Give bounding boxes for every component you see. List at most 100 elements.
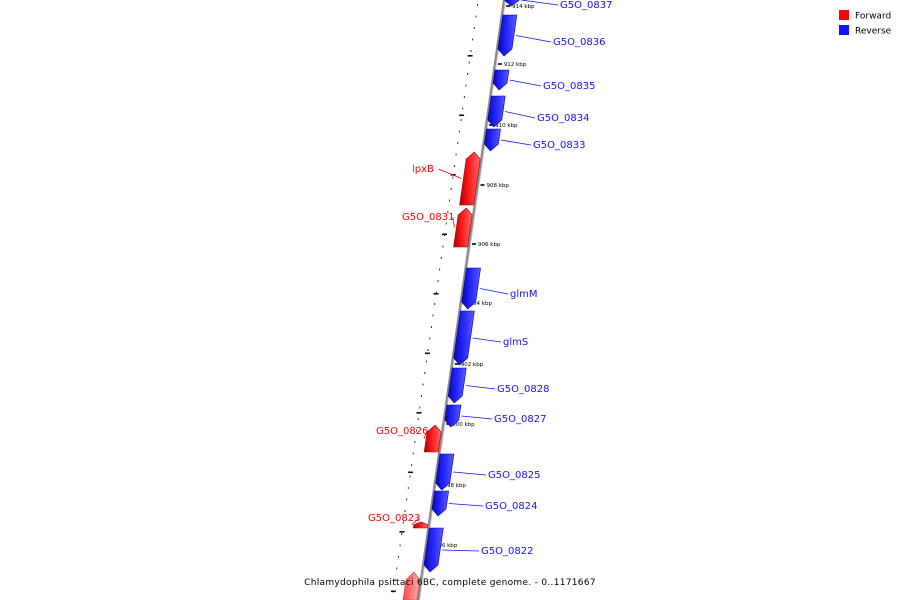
axis-dot — [419, 406, 421, 409]
legend-swatch-reverse — [839, 25, 849, 35]
gene-label-g5o_0827[interactable]: G5O_0827 — [494, 414, 546, 425]
axis-dot — [412, 452, 414, 455]
gene-label-g5o_0831[interactable]: G5O_0831 — [402, 212, 454, 223]
axis-dot — [432, 314, 434, 317]
backbone-line — [416, 0, 506, 600]
tick-label: 912 kbp — [504, 62, 527, 68]
axis-dot — [475, 15, 477, 18]
gene-label-glmm[interactable]: glmM — [510, 289, 538, 300]
gene-arrow-glms[interactable] — [453, 310, 475, 366]
axis-dot — [455, 153, 457, 156]
gene-label-g5o_0834[interactable]: G5O_0834 — [537, 113, 589, 124]
gene-label-g5o_0836[interactable]: G5O_0836 — [553, 37, 605, 48]
axis-dot — [477, 4, 479, 6]
axis-dash — [390, 590, 396, 593]
gene-label-g5o_0823[interactable]: G5O_0823 — [368, 513, 420, 524]
axis-dot — [409, 475, 411, 478]
axis-dot — [430, 326, 432, 328]
axis-dot — [450, 188, 452, 190]
axis-dot — [463, 96, 465, 98]
gene-arrow-g5o_0836[interactable] — [497, 14, 518, 57]
axis-dot — [470, 50, 472, 52]
axis-dot — [452, 176, 454, 179]
tick-marks: 914 kbp 912 kbp 910 kbp 908 kbp 906 kbp 904 k… — [428, 4, 535, 549]
gene-connector — [461, 415, 493, 420]
gene-arrow-g5o_0833[interactable] — [484, 128, 501, 152]
gene-arrow-g5o_0825[interactable] — [435, 453, 455, 491]
gene-connector — [423, 430, 428, 439]
gene-label-g5o_0826[interactable]: G5O_0826 — [376, 426, 428, 437]
gene-connector — [442, 549, 480, 552]
gene-label-g5o_0837[interactable]: G5O_0837 — [560, 0, 612, 11]
axis-dot — [457, 142, 459, 144]
gene-arrow-g5o_0827[interactable] — [444, 404, 462, 428]
axis-dot — [445, 222, 447, 225]
tick-mark — [472, 243, 477, 245]
legend-swatch-forward — [839, 10, 849, 20]
gene-label-g5o_0825[interactable]: G5O_0825 — [488, 470, 540, 481]
tick-label: 900 kbp — [452, 422, 475, 428]
gene-label-g5o_0833[interactable]: G5O_0833 — [533, 140, 585, 151]
legend: Forward Reverse — [839, 10, 892, 37]
axis-dash — [407, 471, 413, 474]
axis-dot — [437, 280, 439, 282]
tick-mark — [489, 124, 494, 126]
gene-connector — [472, 337, 502, 343]
axis-dot — [449, 199, 451, 202]
axis-dot — [468, 61, 470, 64]
axis-dot — [425, 360, 427, 363]
gene-label-g5o_0828[interactable]: G5O_0828 — [497, 384, 549, 395]
gene-label-glms[interactable]: glmS — [503, 337, 528, 348]
tick-label: 904 kbp — [470, 301, 493, 307]
gene-arrow-g5o_0824[interactable] — [431, 490, 449, 517]
axis-dot — [439, 268, 441, 271]
legend-label-reverse: Reverse — [855, 27, 892, 37]
axis-dot — [473, 27, 475, 29]
axis-dash — [459, 114, 465, 117]
axis-dash — [399, 531, 405, 533]
gene-arrow-glmm[interactable] — [461, 267, 481, 310]
gene-connector — [438, 168, 462, 179]
gene-arrow-g5o_0837[interactable] — [504, 0, 520, 7]
gene-arrow-g5o_0823[interactable] — [412, 521, 429, 529]
gene-connector — [465, 385, 496, 390]
gene-arrow-lpxb[interactable] — [459, 151, 481, 206]
tick-label: 908 kbp — [486, 183, 509, 189]
gene-arrow-g5o_0822[interactable] — [423, 527, 444, 573]
axis-dot — [440, 257, 442, 259]
tick-label: 906 kbp — [478, 242, 501, 248]
tick-label: 898 kbp — [443, 483, 466, 489]
gene-label-g5o_0822[interactable]: G5O_0822 — [481, 546, 533, 557]
tick-label: 914 kbp — [512, 4, 535, 10]
gene-arrow-partial[interactable] — [402, 571, 421, 600]
axis-dash — [424, 352, 430, 355]
axis-dash — [442, 233, 448, 236]
axis-dot — [467, 73, 469, 75]
axis-dot — [406, 498, 408, 501]
axis-dot — [420, 395, 422, 397]
axis-dot — [472, 38, 474, 41]
gene-arrow-g5o_0826[interactable] — [423, 424, 442, 453]
axis-dot — [394, 579, 396, 581]
axis-dot — [397, 556, 399, 558]
gene-connector — [504, 111, 536, 119]
axis-dot — [401, 533, 403, 535]
gene-label-lpxb[interactable]: lpxB — [412, 164, 434, 175]
gene-arrow-g5o_0835[interactable] — [492, 69, 510, 91]
gene-connector — [515, 35, 552, 43]
axis-dot — [402, 521, 404, 524]
gene-label-g5o_0835[interactable]: G5O_0835 — [543, 81, 595, 92]
gene-arrow-g5o_0834[interactable] — [487, 95, 506, 128]
axis-dot — [442, 245, 444, 248]
axis-dot — [414, 441, 416, 443]
gene-label-g5o_0824[interactable]: G5O_0824 — [485, 501, 537, 512]
gene-labels: G5O_0837 G5O_0836 G5O_0835 G5O_0834 G5O_0833… — [368, 0, 612, 557]
tick-label: 902 kbp — [461, 362, 484, 368]
gene-arrow-g5o_0828[interactable] — [447, 367, 467, 404]
axis-dot — [404, 510, 406, 512]
axis-dot — [429, 337, 431, 340]
axis-dot — [424, 372, 426, 374]
axis-dot — [411, 464, 413, 466]
gene-arrow-g5o_0831[interactable] — [453, 207, 473, 248]
